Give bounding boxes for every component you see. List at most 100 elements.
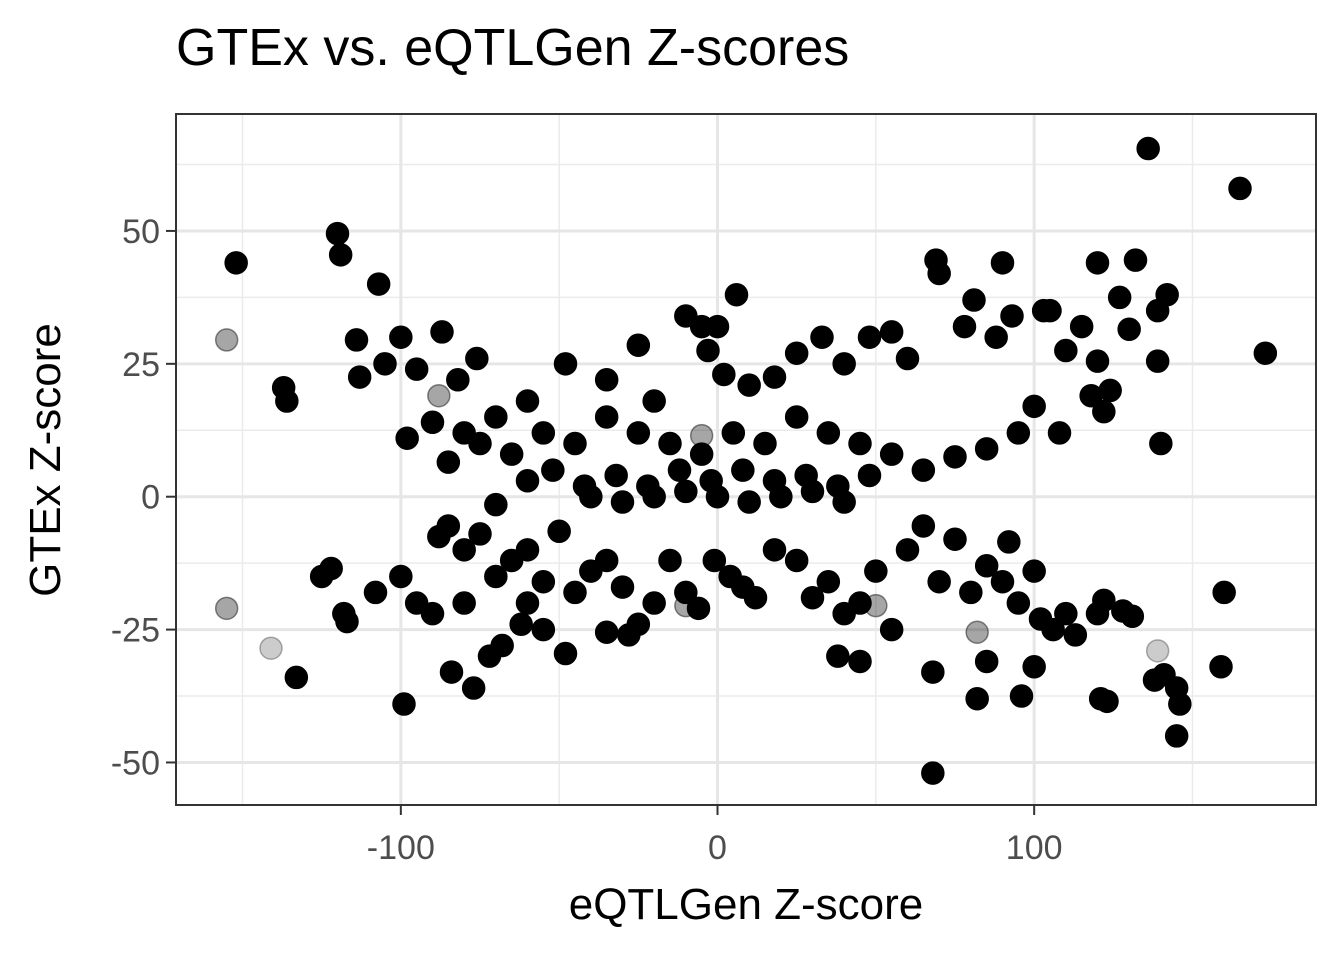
data-point [784,341,809,365]
data-point [800,479,825,504]
data-point [784,548,809,573]
data-point [743,585,768,610]
data-point [674,580,698,605]
data-point [864,593,888,618]
data-point [762,538,787,562]
data-point [1117,317,1141,342]
data-point [224,251,248,275]
data-point [347,365,372,389]
data-point [879,320,904,344]
data-point [997,530,1021,554]
data-point [547,519,571,544]
data-point [284,665,309,690]
data-point [965,620,989,644]
data-point [531,421,556,445]
data-point [658,548,682,573]
data-point [911,514,936,538]
data-point [594,405,619,429]
data-point [1006,591,1031,615]
data-point [1038,298,1062,323]
data-point [962,288,986,312]
data-point [439,660,464,684]
data-point [1095,689,1119,714]
data-point [921,660,945,684]
x-tick-label: -100 [367,829,435,867]
data-point [911,458,936,482]
data-point [974,554,999,578]
data-point [784,405,809,429]
data-point [465,346,489,371]
data-point [468,431,492,456]
data-point [1009,684,1034,708]
data-point [594,368,619,392]
data-point [857,463,882,488]
data-point [389,564,413,589]
data-point [753,431,777,456]
data-point [275,389,299,413]
data-point [686,596,711,621]
data-point [667,458,692,482]
data-point [515,591,540,615]
data-point [879,617,904,642]
data-point [689,423,714,448]
data-point [737,373,761,397]
data-point [214,328,239,352]
data-point [1006,421,1031,445]
data-point [363,580,388,605]
data-point [610,490,635,514]
axes: -100 0 100 -50 -25 0 25 50 [111,213,1063,867]
data-point [974,649,999,674]
data-point [436,514,461,538]
data-point [642,484,666,509]
data-point [604,463,628,488]
data-point [430,320,454,344]
data-point [1069,314,1094,339]
y-tick-label: -50 [111,744,160,782]
data-point [1228,176,1252,201]
data-point [335,609,359,634]
data-point [1209,655,1233,679]
data-point [1136,136,1160,161]
chart-title: GTEx vs. eQTLGen Z-scores [176,19,850,77]
data-point [1149,431,1173,456]
data-point [990,251,1015,275]
data-point [515,469,540,493]
data-point [1047,421,1072,445]
data-point [446,368,470,392]
y-tick-label: 50 [122,213,160,251]
data-point [816,421,841,445]
y-tick-label: -25 [111,612,160,650]
data-point [484,564,508,589]
data-point [895,538,920,562]
data-point [499,442,524,466]
data-point [366,272,391,296]
data-point [927,570,951,594]
data-point [579,484,603,509]
data-point [810,325,834,349]
panel-border [175,113,1317,806]
data-point [1145,639,1170,663]
data-point [800,585,825,610]
data-point [674,593,698,618]
data-point [1164,724,1189,748]
data-point [1085,349,1110,373]
y-tick-label: 25 [122,346,160,384]
data-point [731,458,755,482]
data-point [563,431,587,456]
data-point [553,641,578,666]
data-point [721,421,746,445]
data-point [1022,559,1046,583]
data-point [1212,580,1236,605]
data-point [373,352,397,376]
data-point [1253,341,1278,365]
data-point [541,458,565,482]
data-point [674,479,698,504]
data-point [610,575,635,599]
data-point [484,405,508,429]
data-point [857,325,882,349]
data-point [563,580,587,605]
data-point [762,365,787,389]
data-point [617,623,641,647]
data-point [1054,601,1078,626]
